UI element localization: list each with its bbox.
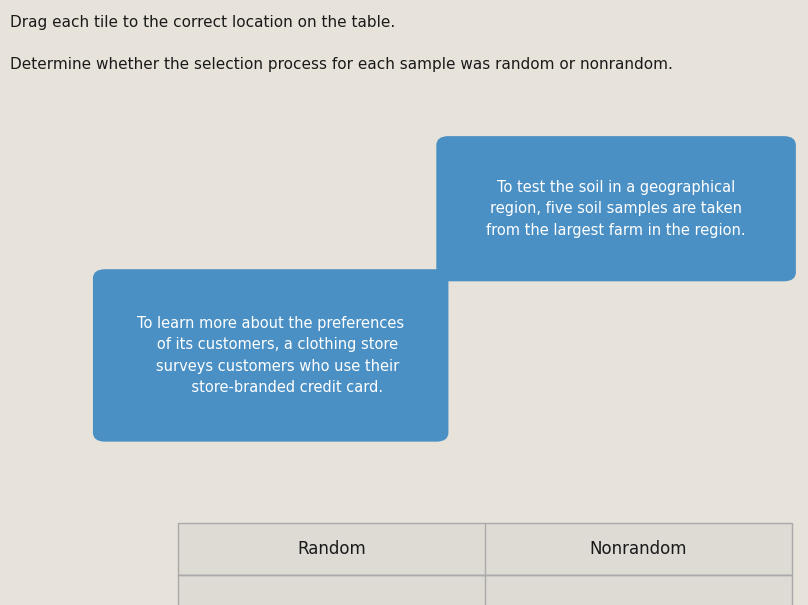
Text: To test the soil in a geographical
region, five soil samples are taken
from the : To test the soil in a geographical regio… — [486, 180, 746, 238]
FancyBboxPatch shape — [93, 269, 448, 442]
Text: Drag each tile to the correct location on the table.: Drag each tile to the correct location o… — [10, 15, 395, 30]
Text: Determine whether the selection process for each sample was random or nonrandom.: Determine whether the selection process … — [10, 57, 672, 73]
FancyBboxPatch shape — [178, 575, 792, 605]
Text: To learn more about the preferences
   of its customers, a clothing store
   sur: To learn more about the preferences of i… — [137, 316, 404, 395]
FancyBboxPatch shape — [436, 136, 796, 281]
Text: Nonrandom: Nonrandom — [590, 540, 687, 558]
FancyBboxPatch shape — [178, 523, 792, 575]
Text: Random: Random — [297, 540, 366, 558]
